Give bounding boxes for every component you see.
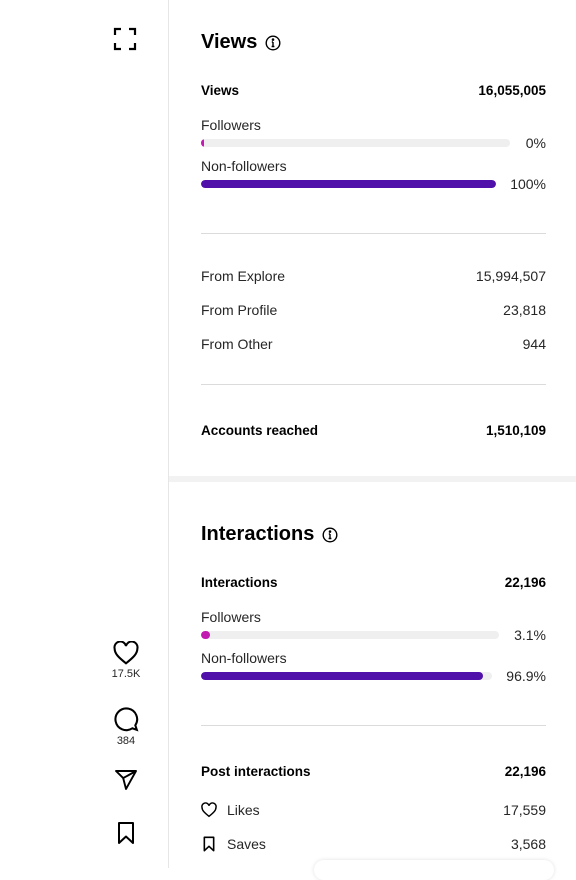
interactions-total-value: 22,196 [504, 575, 546, 590]
bottom-sheet-edge[interactable] [314, 860, 554, 880]
views-total-value: 16,055,005 [478, 83, 546, 98]
divider [201, 384, 546, 385]
divider [201, 233, 546, 234]
likes-row: Likes 17,559 [201, 802, 546, 818]
interactions-total-label: Interactions [201, 575, 278, 590]
accounts-reached-label: Accounts reached [201, 423, 319, 438]
source-row: From Other 944 [201, 336, 546, 352]
views-total-label: Views [201, 83, 240, 98]
source-label: From Explore [201, 268, 286, 284]
save-button[interactable] [100, 821, 152, 845]
views-followers-fill [201, 139, 205, 147]
views-heading: Views [201, 31, 281, 54]
post-interactions-row: Post interactions 22,196 [201, 764, 546, 779]
heart-icon [113, 641, 139, 665]
views-followers-pct: 0% [525, 135, 546, 151]
bookmark-icon [203, 836, 215, 852]
heart-icon [201, 802, 217, 818]
likes-value: 17,559 [503, 802, 546, 818]
interactions-total-row: Interactions 22,196 [201, 575, 546, 590]
interactions-nonfollowers-bar [201, 672, 492, 680]
post-interactions-label: Post interactions [201, 764, 311, 779]
saves-value: 3,568 [510, 836, 546, 852]
like-count: 17.5K [111, 668, 141, 680]
expand-icon[interactable] [113, 27, 137, 51]
like-button[interactable]: 17.5K [100, 641, 152, 680]
info-icon[interactable] [265, 34, 281, 51]
likes-label: Likes [227, 802, 260, 818]
comment-button[interactable]: 384 [100, 706, 152, 747]
source-value: 944 [522, 336, 546, 352]
interactions-followers-bar [201, 631, 499, 639]
source-row: From Explore 15,994,507 [201, 268, 546, 284]
source-row: From Profile 23,818 [201, 302, 546, 318]
insights-panel: Views Views 16,055,005 Followers 0% Non-… [169, 0, 576, 880]
interactions-title: Interactions [201, 523, 315, 545]
post-action-rail: 17.5K 384 [0, 0, 169, 868]
source-value: 23,818 [503, 302, 546, 318]
source-value: 15,994,507 [475, 268, 546, 284]
comment-icon [114, 707, 139, 732]
comment-count: 384 [116, 735, 136, 747]
views-nonfollowers-fill [201, 180, 496, 188]
accounts-reached-row: Accounts reached 1,510,109 [201, 423, 546, 438]
section-separator [169, 476, 576, 482]
interactions-followers-pct: 3.1% [514, 627, 546, 643]
views-total-row: Views 16,055,005 [201, 83, 546, 98]
views-title: Views [201, 31, 258, 53]
divider [201, 725, 546, 726]
interactions-followers-fill [201, 631, 211, 639]
interactions-nonfollowers-fill [201, 672, 483, 680]
accounts-reached-value: 1,510,109 [485, 423, 546, 438]
views-nonfollowers-pct: 100% [510, 176, 546, 192]
interactions-nonfollowers-label: Non-followers [201, 650, 287, 666]
send-icon [115, 770, 137, 790]
info-icon[interactable] [322, 526, 338, 543]
bookmark-icon [118, 822, 134, 844]
interactions-followers-label: Followers [201, 609, 261, 625]
interactions-nonfollowers-pct: 96.9% [506, 668, 546, 684]
views-followers-bar [201, 139, 510, 147]
saves-label: Saves [227, 836, 266, 852]
views-followers-label: Followers [201, 117, 261, 133]
source-label: From Profile [201, 302, 278, 318]
interactions-heading: Interactions [201, 523, 338, 546]
saves-row: Saves 3,568 [201, 836, 546, 852]
share-button[interactable] [100, 768, 152, 792]
views-nonfollowers-label: Non-followers [201, 158, 287, 174]
source-label: From Other [201, 336, 273, 352]
views-nonfollowers-bar [201, 180, 496, 188]
post-interactions-value: 22,196 [504, 764, 546, 779]
